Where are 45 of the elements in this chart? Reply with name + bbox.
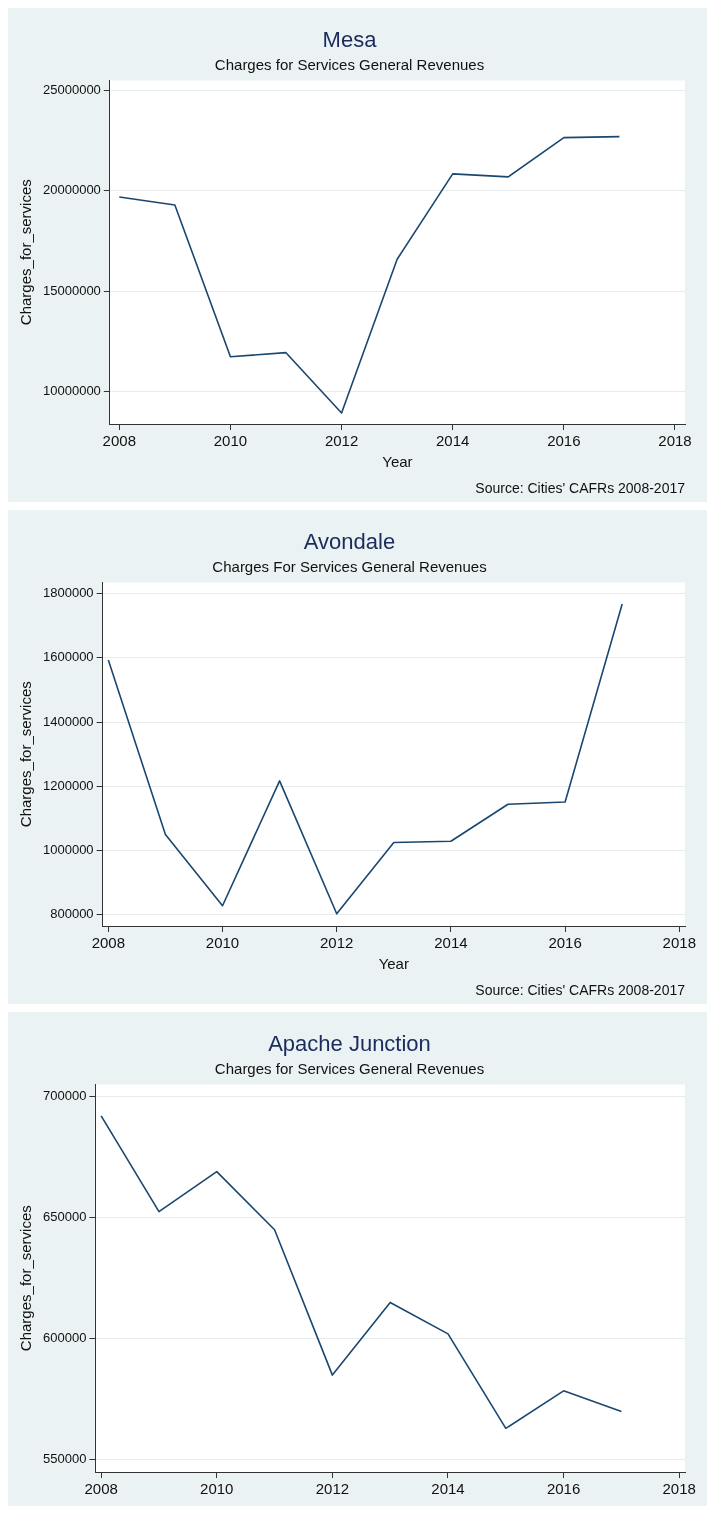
- x-tick-label: 2010: [200, 1480, 234, 1498]
- x-tick-label: 2014: [436, 432, 470, 450]
- x-tick-label: 2014: [431, 1480, 465, 1498]
- y-tick-label: 600000: [42, 1330, 87, 1346]
- y-tick-label: 25000000: [43, 82, 101, 98]
- x-tick-label: 2012: [324, 432, 359, 450]
- y-tick-label: 15000000: [43, 282, 101, 298]
- y-tick-label: 10000000: [43, 383, 101, 399]
- x-tick-label: 2018: [662, 934, 696, 952]
- x-axis-title: Year: [378, 955, 409, 973]
- x-tick-label: 2008: [91, 934, 126, 952]
- chart-subtitle: Charges For Services General Revenues: [212, 557, 487, 575]
- y-tick-label: 1800000: [42, 585, 94, 601]
- chart-title: Avondale: [303, 529, 396, 555]
- y-tick-label: 800000: [50, 906, 94, 922]
- x-tick-label: 2018: [658, 432, 692, 450]
- source-note: Source: Cities' CAFRs 2008-2017: [474, 480, 686, 498]
- y-axis-title: Charges_for_services: [17, 1205, 35, 1352]
- x-tick-label: 2016: [546, 1480, 581, 1498]
- x-tick-label: 2010: [213, 432, 248, 450]
- x-tick-label: 2016: [547, 432, 581, 450]
- x-tick-label: 2010: [205, 934, 240, 952]
- x-axis-title: Year: [382, 453, 413, 471]
- y-tick-label: 1200000: [42, 777, 94, 793]
- chart-subtitle: Charges for Services General Revenues: [214, 1059, 485, 1077]
- y-tick-label: 650000: [42, 1209, 87, 1225]
- x-tick-label: 2014: [434, 934, 468, 952]
- y-axis-title: Charges_for_services: [17, 179, 35, 326]
- y-axis-title: Charges_for_services: [17, 681, 35, 828]
- x-tick-label: 2012: [315, 1480, 350, 1498]
- x-tick-label: 2008: [84, 1480, 118, 1498]
- y-tick-label: 700000: [42, 1088, 87, 1104]
- x-tick-label: 2016: [548, 934, 582, 952]
- source-note: Source: Cities' CAFRs 2008-2017: [474, 982, 686, 1000]
- x-tick-label: 2018: [662, 1480, 696, 1498]
- x-tick-label: 2012: [320, 934, 354, 952]
- chart-subtitle: Charges for Services General Revenues: [214, 55, 485, 73]
- y-tick-label: 1000000: [42, 842, 94, 858]
- x-tick-label: 2008: [102, 432, 136, 450]
- chart-title: Mesa: [322, 27, 378, 53]
- y-tick-label: 550000: [42, 1451, 87, 1467]
- chart-title: Apache Junction: [268, 1031, 431, 1057]
- y-tick-label: 20000000: [43, 182, 101, 198]
- y-tick-label: 1600000: [42, 649, 94, 665]
- y-tick-label: 1400000: [42, 713, 94, 729]
